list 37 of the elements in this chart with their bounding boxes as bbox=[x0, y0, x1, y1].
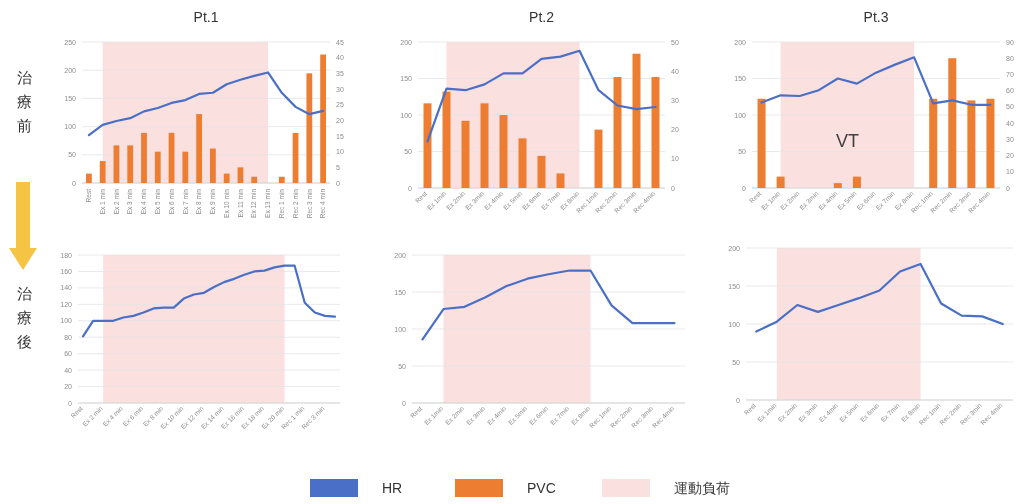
chart-title: Pt.1 bbox=[193, 9, 219, 25]
bar bbox=[306, 73, 313, 183]
annotation: VT bbox=[835, 131, 859, 152]
bar bbox=[196, 114, 202, 183]
bar bbox=[251, 176, 258, 183]
bar bbox=[833, 183, 842, 188]
y-axis-title: 治療後 bbox=[16, 285, 32, 350]
line-series bbox=[81, 264, 337, 338]
line-series bbox=[760, 56, 992, 106]
bar bbox=[967, 100, 976, 188]
bar bbox=[320, 54, 326, 183]
bar bbox=[929, 98, 938, 188]
bar bbox=[986, 98, 995, 188]
bar bbox=[223, 173, 230, 183]
bar bbox=[556, 173, 565, 188]
chart-title: Pt.3 bbox=[863, 9, 889, 25]
line-series bbox=[755, 262, 1004, 333]
bar bbox=[99, 161, 106, 183]
legend-label: PVC bbox=[527, 480, 556, 496]
line-series bbox=[87, 71, 325, 137]
bar bbox=[757, 98, 766, 188]
bar bbox=[852, 176, 861, 188]
bar bbox=[182, 151, 189, 183]
line-series bbox=[421, 269, 676, 341]
chart-title: Pt.2 bbox=[529, 9, 555, 25]
bar bbox=[86, 173, 92, 183]
legend-label: HR bbox=[382, 480, 403, 496]
legend-label: 運動負荷 bbox=[674, 480, 730, 496]
bar bbox=[210, 148, 216, 183]
bar bbox=[141, 132, 147, 183]
bar bbox=[278, 176, 285, 183]
y-axis-title: 治療前 bbox=[16, 68, 32, 134]
bar bbox=[127, 145, 134, 183]
bar bbox=[948, 58, 957, 188]
bar bbox=[154, 151, 161, 183]
bar bbox=[776, 176, 785, 188]
line-series bbox=[426, 49, 657, 143]
